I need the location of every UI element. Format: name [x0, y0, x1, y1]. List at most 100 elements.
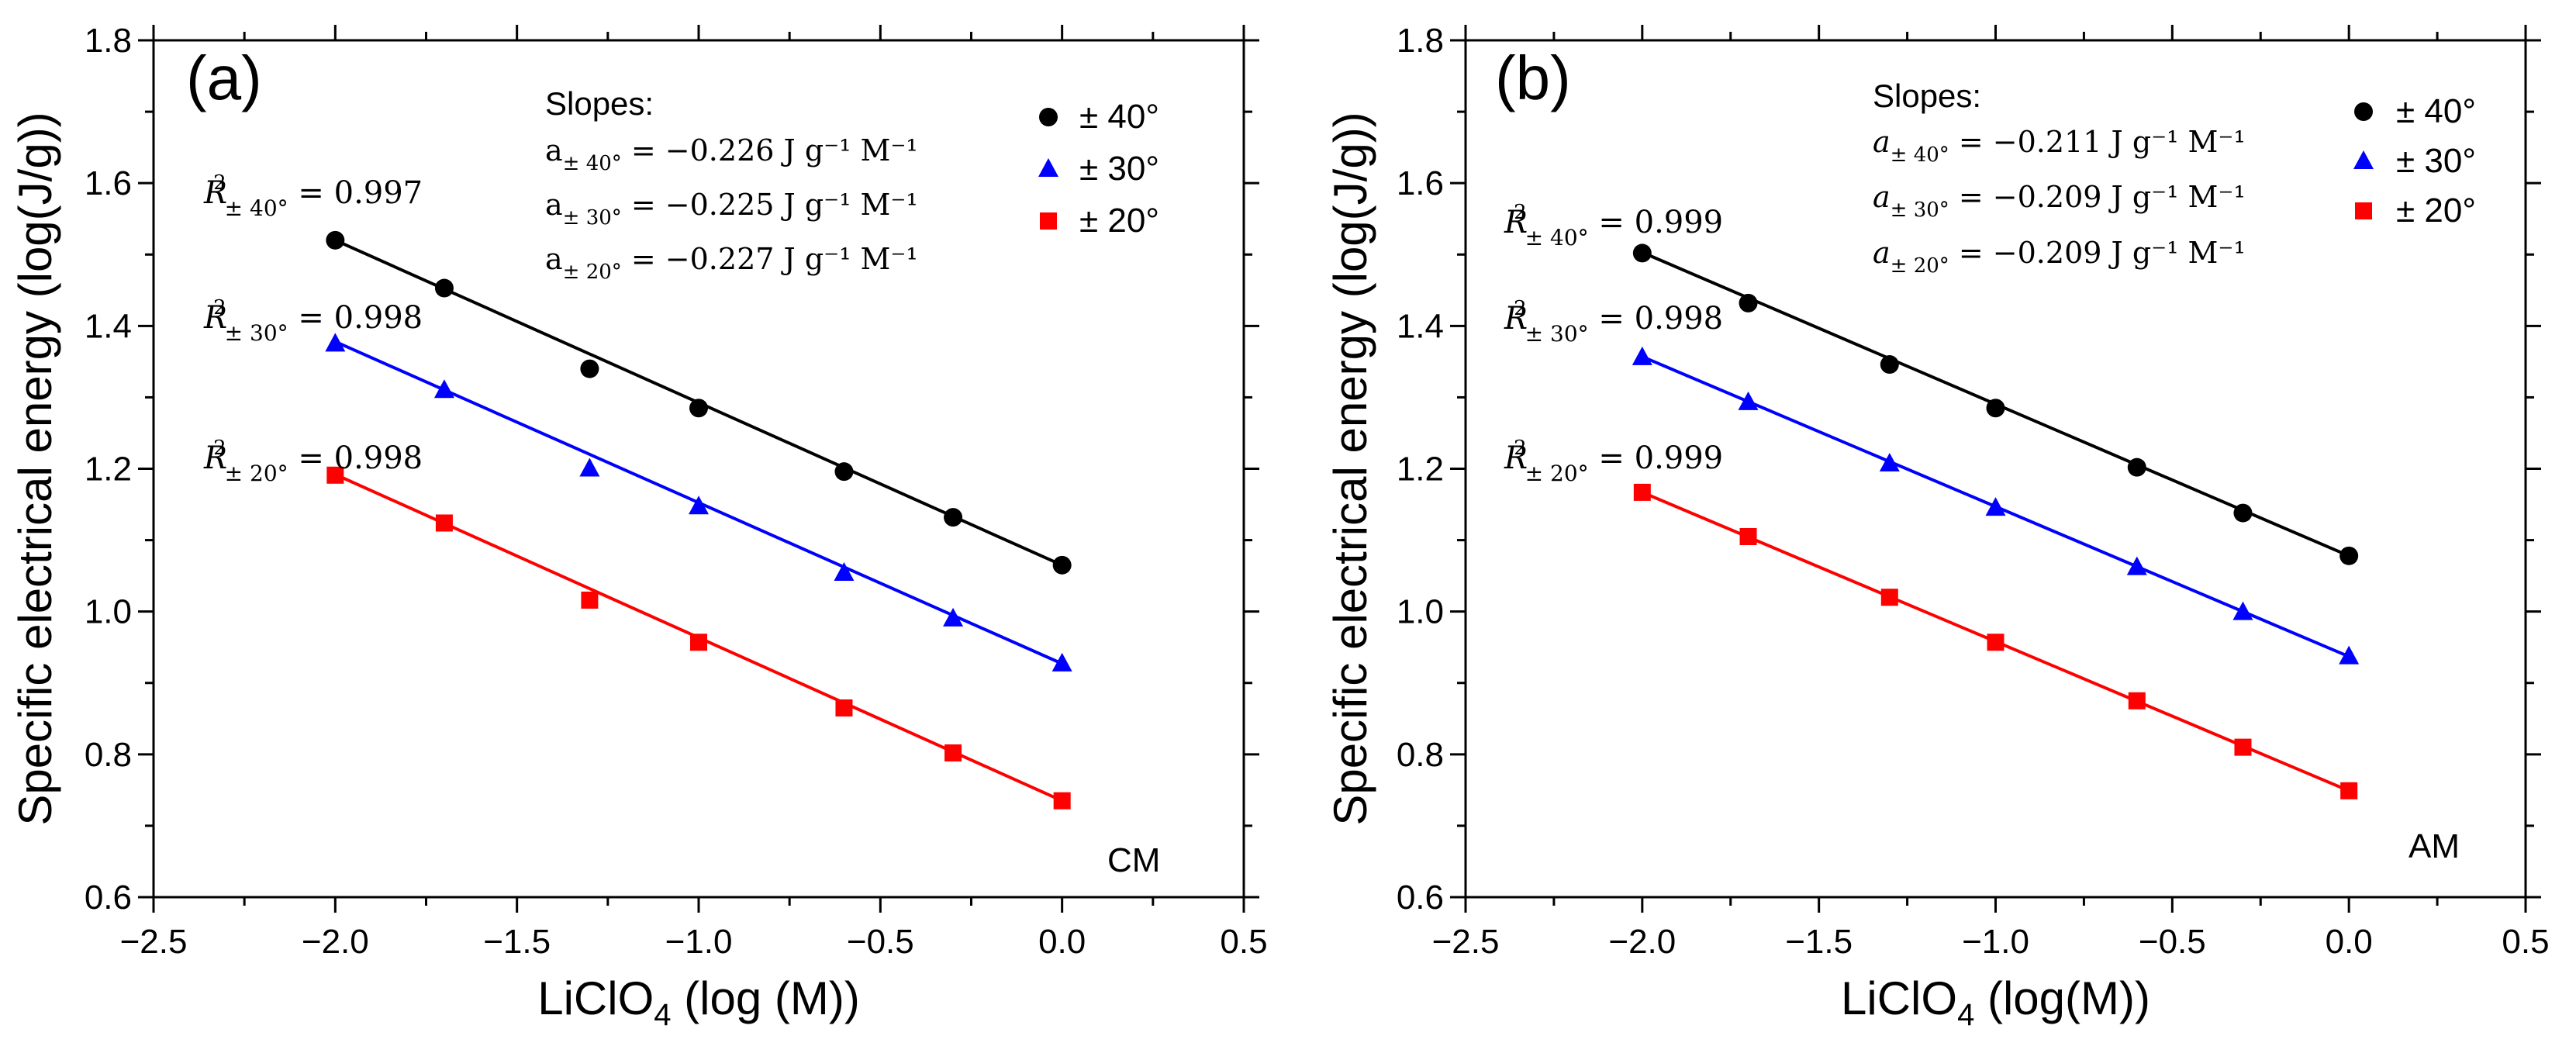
x-tick-label: −1.0: [665, 923, 733, 961]
data-point-circle: [434, 278, 454, 298]
r-squared-value: = 0.998: [1589, 301, 1723, 337]
y-tick-label: 1.6: [85, 164, 132, 202]
data-point-triangle: [1985, 497, 2006, 516]
r-symbol: R: [203, 175, 227, 211]
legend-marker-triangle: [1038, 158, 1058, 177]
legend-marker-circle: [2354, 102, 2373, 121]
slope-subscript: ± 20°: [563, 261, 622, 284]
r-superscript: 2: [1514, 297, 1527, 320]
r-squared-annotation: R2 ± 20° = 0.999: [1504, 437, 1723, 486]
data-point-square: [435, 514, 453, 532]
r-symbol: R: [203, 300, 227, 336]
slope-annotation: a± 40° = −0.226 J g⁻¹ M⁻¹: [545, 133, 918, 175]
x-axis-title-rest: (log (M)): [671, 972, 859, 1024]
data-point-square: [2340, 782, 2358, 799]
x-tick-label: 0.5: [2502, 923, 2549, 961]
legend-marker-circle: [1039, 108, 1058, 126]
r-superscript: 2: [213, 437, 226, 460]
data-point-circle: [326, 230, 345, 250]
slope-symbol: a: [545, 242, 563, 276]
slope-annotation: a± 20° = −0.227 J g⁻¹ M⁻¹: [545, 242, 918, 284]
slopes-title: Slopes:: [1873, 78, 1981, 114]
data-point-triangle: [1051, 652, 1072, 672]
y-tick-label: 1.2: [85, 451, 132, 489]
slope-symbol: a: [1873, 180, 1891, 214]
x-axis-title-rest: (log(M)): [1974, 972, 2150, 1024]
y-tick-label: 1.8: [1397, 22, 1444, 60]
slope-value: = −0.225 J g⁻¹ M⁻¹: [622, 188, 918, 222]
slope-annotation: a± 40° = −0.211 J g⁻¹ M⁻¹: [1873, 125, 2246, 167]
r-subscript: ± 30°: [1525, 321, 1589, 347]
x-tick-label: −0.5: [847, 923, 914, 961]
panel-b: −2.5 −2.0 −1.5 −1.0 −0.5 0.0 0.5 0.6 0.8 1.0 1.2 1.…: [1324, 22, 2550, 1032]
data-point-square: [581, 591, 599, 609]
data-point-triangle: [1879, 453, 1900, 472]
r-squared-annotation: R2 ± 40° = 0.997: [203, 171, 423, 221]
r-symbol: R: [1504, 301, 1528, 337]
r-subscript: ± 20°: [225, 461, 288, 486]
r-subscript: ± 30°: [225, 320, 288, 346]
data-point-square: [2128, 692, 2146, 710]
legend-label: ± 20°: [2396, 192, 2476, 230]
y-tick-label: 1.4: [1397, 307, 1444, 345]
x-tick-label: −1.0: [1962, 923, 2029, 961]
data-point-triangle: [689, 495, 709, 515]
data-point-square: [1739, 527, 1757, 545]
slope-symbol: a: [545, 188, 563, 222]
data-point-square: [1633, 483, 1651, 501]
data-point-square: [1880, 589, 1898, 606]
x-tick-label: 0.5: [1220, 923, 1267, 961]
data-point-circle: [2233, 503, 2253, 523]
data-point-square: [326, 466, 344, 484]
data-point-triangle: [2232, 601, 2253, 620]
y-tick-label: 1.8: [85, 22, 132, 60]
legend-marker-triangle: [2353, 150, 2374, 169]
x-tick-label: 0.0: [2326, 923, 2373, 961]
slope-subscript: ± 40°: [1891, 143, 1949, 167]
r-symbol: R: [1504, 205, 1528, 240]
legend-marker-square: [1040, 212, 1057, 230]
data-point-circle: [2339, 546, 2359, 565]
x-axis-title: LiClO4 (log(M)): [1841, 972, 2150, 1032]
y-tick-label: 1.6: [1397, 164, 1444, 202]
r-subscript: ± 40°: [225, 195, 288, 221]
data-point-triangle: [325, 333, 346, 352]
x-axis-title-sub: 4: [654, 998, 671, 1032]
panel-a: −2.5 −2.0 −1.5 −1.0 −0.5 0.0 0.5 0.6 0.8 1.0 1.2 1.…: [9, 22, 1268, 1032]
panel-label: (b): [1495, 43, 1571, 112]
r-squared-value: = 0.999: [1589, 205, 1723, 240]
r-symbol: R: [203, 440, 227, 476]
r-squared-value: = 0.998: [288, 300, 423, 336]
data-point-circle: [834, 462, 854, 482]
r-superscript: 2: [213, 296, 226, 319]
slope-annotation: a± 30° = −0.209 J g⁻¹ M⁻¹: [1873, 180, 2246, 222]
slope-value: = −0.209 J g⁻¹ M⁻¹: [1949, 180, 2246, 214]
data-point-square: [690, 634, 707, 651]
slope-subscript: ± 30°: [563, 206, 622, 230]
data-point-circle: [1986, 399, 2005, 418]
slope-value: = −0.211 J g⁻¹ M⁻¹: [1949, 125, 2246, 159]
data-point-triangle: [943, 607, 964, 627]
r-squared-annotation: R2 ± 40° = 0.999: [1504, 201, 1723, 250]
data-point-square: [2234, 738, 2252, 756]
r-subscript: ± 20°: [1525, 461, 1589, 486]
data-point-triangle: [433, 379, 454, 399]
legend-label: ± 40°: [2396, 92, 2476, 130]
data-point-triangle: [834, 561, 855, 581]
data-point-circle: [1739, 293, 1758, 312]
data-point-circle: [2127, 457, 2146, 477]
slope-annotation: a± 20° = −0.209 J g⁻¹ M⁻¹: [1873, 236, 2246, 278]
r-squared-value: = 0.998: [288, 440, 423, 476]
x-tick-label: −2.5: [1432, 923, 1500, 961]
data-point-square: [1987, 634, 2005, 651]
r-squared-annotation: R2 ± 30° = 0.998: [1504, 297, 1723, 347]
data-point-circle: [1880, 355, 1899, 375]
data-point-triangle: [579, 457, 600, 477]
r-squared-annotation: R2 ± 20° = 0.998: [203, 437, 423, 486]
x-axis-title: LiClO4 (log (M)): [537, 972, 860, 1032]
data-point-circle: [944, 508, 963, 527]
x-tick-label: −1.5: [1785, 923, 1853, 961]
slope-annotation: a± 30° = −0.225 J g⁻¹ M⁻¹: [545, 188, 918, 230]
r-superscript: 2: [1514, 437, 1527, 460]
y-axis-title: Specific electrical energy (log(J/g)): [1324, 112, 1376, 825]
